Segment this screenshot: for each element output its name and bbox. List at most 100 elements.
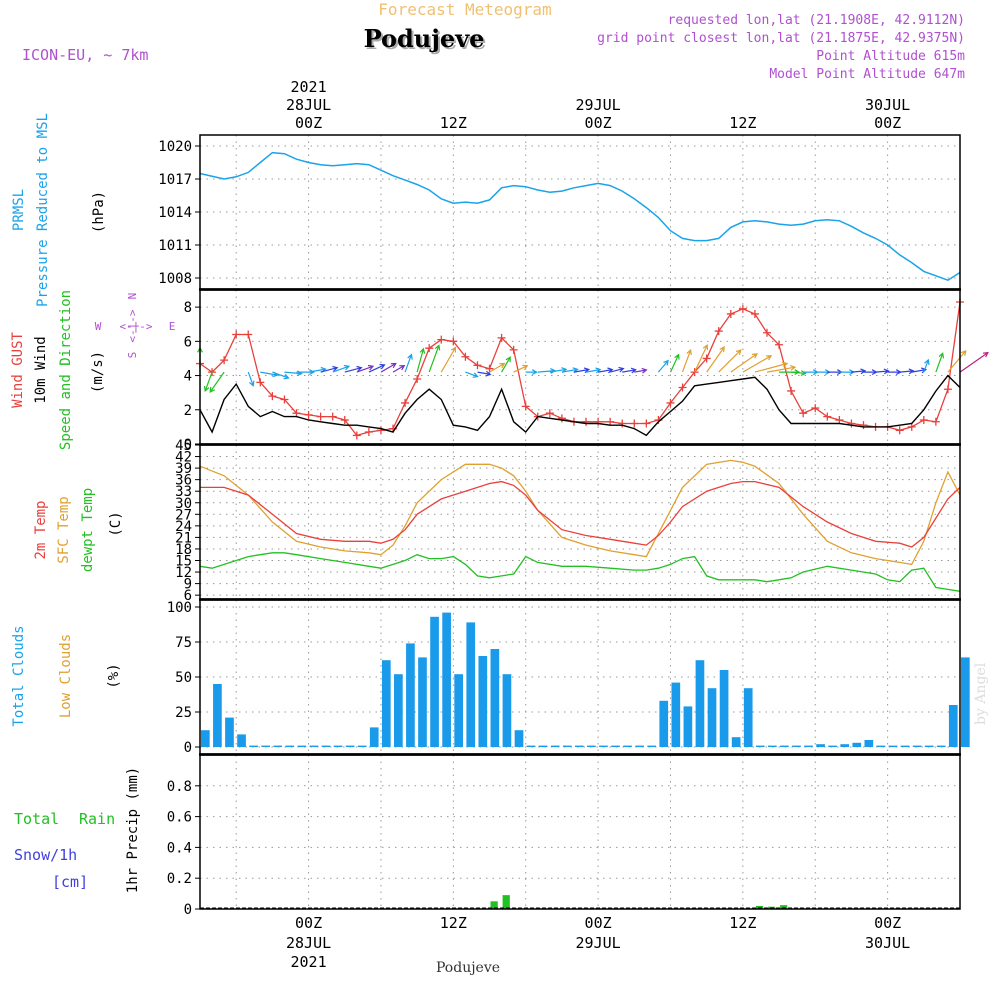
time-label-top: 00Z <box>585 114 612 132</box>
gust-marker <box>485 364 494 373</box>
wind-direction-arrow <box>875 368 890 375</box>
date-label-bottom: 28JUL <box>286 934 331 952</box>
wind-direction-arrow <box>513 364 529 373</box>
wind-legend-n: N <box>126 293 139 300</box>
label-celsius: (C) <box>108 511 124 536</box>
wind-direction-arrow <box>525 369 538 376</box>
wind-direction-arrow <box>332 364 351 373</box>
tick-label-y: 1011 <box>158 238 192 254</box>
wind-legend-arrow-v: <-|-> <box>126 309 139 342</box>
wind-direction-arrow <box>440 346 457 373</box>
gust-marker <box>714 327 723 336</box>
tick-label-y: 0.8 <box>167 779 192 795</box>
time-label-bottom: 00Z <box>295 914 322 932</box>
cloud-bar <box>635 745 644 747</box>
cloud-bar <box>623 745 632 747</box>
wind-direction-arrow <box>537 368 557 374</box>
cloud-bar <box>454 674 464 747</box>
gust-marker <box>678 383 687 392</box>
gust-marker <box>750 309 759 318</box>
tick-label-y: 25 <box>175 705 192 721</box>
label-hpa: (hPa) <box>91 191 107 233</box>
gust-marker <box>316 412 325 421</box>
gust-marker <box>702 354 711 363</box>
gust-marker <box>352 431 361 440</box>
tick-label-y: 36 <box>175 473 192 489</box>
wind-direction-arrow <box>320 365 339 373</box>
gust-marker <box>582 417 591 426</box>
cloud-bar <box>804 745 813 747</box>
footer-location: Podujeve <box>436 960 500 976</box>
cloud-bar <box>490 649 500 747</box>
gust-marker <box>738 304 747 313</box>
cloud-bar <box>309 745 319 747</box>
series-prmsl <box>199 151 961 282</box>
gust-marker <box>449 337 458 346</box>
cloud-bar <box>961 657 970 747</box>
cloud-bar <box>321 745 331 747</box>
tick-label-y: 1014 <box>158 205 192 221</box>
cloud-bar <box>345 745 355 747</box>
cloud-bar <box>357 745 367 747</box>
label-pressure-msl: Pressure Reduced to MSL <box>35 113 51 307</box>
tick-label-y: 6 <box>184 334 192 350</box>
gust-marker <box>847 419 856 428</box>
wind-direction-arrow <box>465 371 479 378</box>
cloud-bar <box>780 745 789 747</box>
precip-bar <box>780 905 788 909</box>
gust-marker <box>859 421 868 430</box>
tick-label-y: 30 <box>175 496 192 512</box>
wind-direction-arrow <box>851 368 867 375</box>
gust-marker <box>618 419 627 428</box>
precip-bar <box>490 901 498 909</box>
cloud-bar <box>671 682 681 747</box>
year-label-top: 2021 <box>291 78 327 96</box>
header-model: ICON-EU, ~ 7km <box>22 46 148 64</box>
tick-label-y: 9 <box>184 577 192 593</box>
panel-pressure: 1008 1011 1014 1017 1020 <box>158 134 961 290</box>
cloud-bar <box>562 745 572 747</box>
tick-label-y: 1020 <box>158 139 192 155</box>
cloud-bar <box>502 674 512 747</box>
wind-direction-arrow <box>754 361 789 373</box>
cloud-bar <box>767 745 777 747</box>
time-label-bottom: 12Z <box>729 914 756 932</box>
wind-direction-arrow <box>766 365 797 373</box>
cloud-bar <box>683 706 693 747</box>
cloud-bar <box>406 643 415 747</box>
wind-direction-arrow <box>923 358 930 373</box>
date-label-bottom: 29JUL <box>576 934 621 952</box>
wind-direction-arrow <box>477 370 492 377</box>
gust-marker <box>497 333 506 342</box>
cloud-bar <box>587 745 596 747</box>
cloud-bar <box>418 657 427 747</box>
wind-legend-arrow-h: <-|-> <box>119 320 152 333</box>
header-product: Forecast Meteogram <box>378 0 551 19</box>
tick-label-y: 2 <box>184 403 192 419</box>
tick-label-y: 1008 <box>158 271 192 287</box>
label-low-clouds: Low Clouds <box>58 634 74 718</box>
cloud-bar <box>526 745 536 747</box>
label-speed-direction: Speed and Direction <box>58 290 74 450</box>
gust-marker <box>340 416 349 425</box>
tick-label-y: 4 <box>184 369 192 385</box>
gust-marker <box>461 352 470 361</box>
label-rain: Rain <box>79 810 115 828</box>
wind-direction-arrow <box>899 368 915 375</box>
tick-label-y: 1017 <box>158 172 192 188</box>
gust-marker <box>931 417 940 426</box>
wind-direction-arrow <box>730 353 758 373</box>
wind-legend-s: S <box>126 352 139 359</box>
cloud-bar <box>381 660 391 747</box>
gust-marker <box>666 398 675 407</box>
label-dewpt-temp: dewpt Temp <box>80 488 96 572</box>
wind-direction-arrow <box>356 364 375 373</box>
panel-clouds-bg <box>200 600 960 754</box>
gust-marker <box>907 422 916 431</box>
label-total: Total <box>14 810 59 828</box>
gust-marker <box>376 426 385 435</box>
tick-label-y: 39 <box>175 461 192 477</box>
gust-marker <box>630 419 639 428</box>
wind-direction-arrow <box>209 371 225 394</box>
